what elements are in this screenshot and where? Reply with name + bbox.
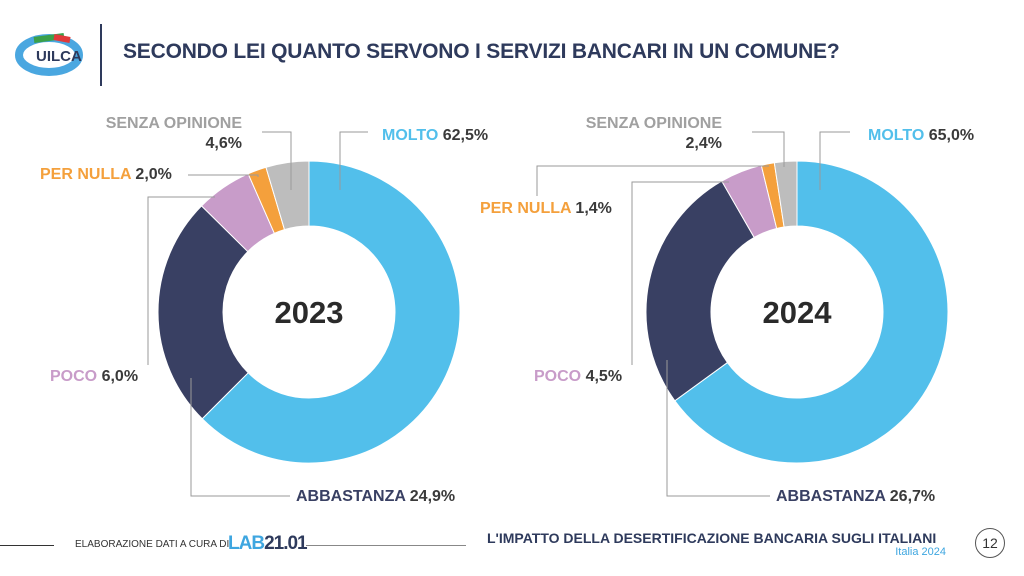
leader-abbastanza-2023: [190, 378, 290, 497]
center-year-label: 2023: [275, 295, 344, 330]
leader-pernulla-2023: [188, 174, 259, 177]
slice-senza-opinione: [265, 160, 310, 231]
label-molto-2024: MOLTO 65,0%: [868, 127, 975, 144]
leader-molto-2024: [819, 131, 850, 190]
slice-senza-opinione: [773, 160, 798, 228]
lab-logo: LAB21.01: [228, 533, 308, 554]
leader-poco-2024: [631, 181, 729, 365]
leader-senza-2024: [752, 131, 785, 167]
leader-abbastanza-2024: [666, 360, 770, 497]
report-title: L'IMPATTO DELLA DESERTIFICAZIONE BANCARI…: [487, 530, 937, 546]
label-abbastanza-2023: ABBASTANZA 24,9%: [296, 488, 456, 505]
label-pernulla-2024: PER NULLA 1,4%: [480, 200, 612, 217]
leader-molto-2023: [339, 131, 368, 190]
page-title: SECONDO LEI QUANTO SERVONO I SERVIZI BAN…: [123, 40, 840, 63]
label-pernulla-2023: PER NULLA 2,0%: [40, 166, 172, 183]
leader-pernulla-2024: [536, 165, 769, 196]
leader-lines: [147, 131, 850, 497]
label-senza-2023: SENZA OPINIONE 4,6%: [105, 115, 242, 152]
uilca-logo: UILCA: [14, 28, 84, 78]
label-abbastanza-2024: ABBASTANZA 26,7%: [776, 488, 936, 505]
donut-2023: 2023: [157, 160, 461, 464]
report-subtitle: Italia 2024: [895, 546, 946, 558]
footer-line-left: [0, 545, 54, 546]
slice-abbastanza: [157, 205, 249, 420]
slice-abbastanza: [645, 180, 755, 402]
label-senza-2024: SENZA OPINIONE 2,4%: [585, 115, 722, 152]
donut-2024: 2024: [645, 160, 949, 464]
footer-credit: ELABORAZIONE DATI A CURA DI: [75, 539, 230, 550]
svg-text:UILCA: UILCA: [36, 48, 82, 65]
slice-molto: [201, 160, 461, 464]
leader-poco-2023: [147, 196, 215, 365]
leader-senza-2023: [262, 131, 292, 190]
label-molto-2023: MOLTO 62,5%: [382, 127, 489, 144]
label-poco-2023: POCO 6,0%: [50, 368, 139, 385]
slice-molto: [674, 160, 949, 464]
footer-line-right: [306, 545, 466, 546]
label-poco-2024: POCO 4,5%: [534, 368, 623, 385]
center-year-label: 2024: [763, 295, 833, 330]
header-divider: [100, 24, 102, 86]
page-number: 12: [975, 528, 1005, 558]
